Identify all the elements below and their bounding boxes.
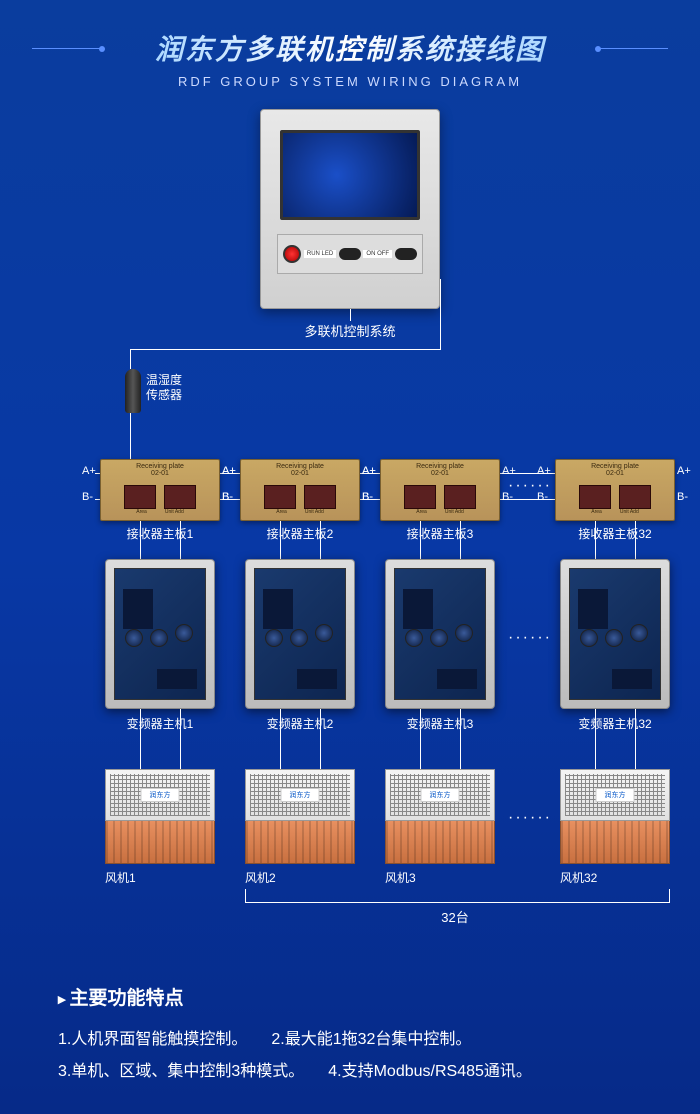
receiver-board-1: Receiving plate02-01 AreaUnit Add [100, 459, 220, 521]
control-box-label: 多联机控制系统 [295, 321, 405, 340]
fan-label: 风机3 [385, 869, 495, 886]
inverter-label: 变频器主机1 [105, 715, 215, 732]
receiver-label: 接收器主板1 [100, 525, 220, 542]
sensor-icon [125, 369, 141, 413]
header: 润东方多联机控制系统接线图 RDF GROUP SYSTEM WIRING DI… [0, 0, 700, 89]
fan-label: 风机32 [560, 869, 670, 886]
inverter-label: 变频器主机3 [385, 715, 495, 732]
inverter-label: 变频器主机32 [560, 715, 670, 732]
title-english: RDF GROUP SYSTEM WIRING DIAGRAM [0, 74, 700, 89]
features-section: 主要功能特点 1.人机界面智能触摸控制。2.最大能1拖32台集中控制。3.单机、… [58, 983, 660, 1088]
title-rule-left [32, 48, 102, 49]
fan-unit-2: 润东方 [245, 769, 355, 864]
receiver-label: 接收器主板32 [555, 525, 675, 542]
receiver-board-2: Receiving plate02-01 AreaUnit Add [240, 459, 360, 521]
wiring-diagram: RUN LEDON OFF 多联机控制系统温湿度传感器 Receiving plat… [0, 89, 700, 959]
fan-unit-1: 润东方 [105, 769, 215, 864]
features-title: 主要功能特点 [58, 983, 660, 1010]
fan-label: 风机2 [245, 869, 355, 886]
receiver-label: 接收器主板2 [240, 525, 360, 542]
receiver-board-4: Receiving plate02-01 AreaUnit Add [555, 459, 675, 521]
inverter-host-3 [385, 559, 495, 709]
fan-unit-4: 润东方 [560, 769, 670, 864]
fan-unit-3: 润东方 [385, 769, 495, 864]
title-rule-right [598, 48, 668, 49]
total-count-label: 32台 [400, 907, 510, 926]
receiver-label: 接收器主板3 [380, 525, 500, 542]
control-box: RUN LEDON OFF [260, 109, 440, 309]
fan-label: 风机1 [105, 869, 215, 886]
inverter-host-2 [245, 559, 355, 709]
inverter-host-4 [560, 559, 670, 709]
sensor-label: 温湿度传感器 [146, 373, 182, 403]
inverter-label: 变频器主机2 [245, 715, 355, 732]
features-list: 1.人机界面智能触摸控制。2.最大能1拖32台集中控制。3.单机、区域、集中控制… [58, 1024, 660, 1088]
inverter-host-1 [105, 559, 215, 709]
receiver-board-3: Receiving plate02-01 AreaUnit Add [380, 459, 500, 521]
